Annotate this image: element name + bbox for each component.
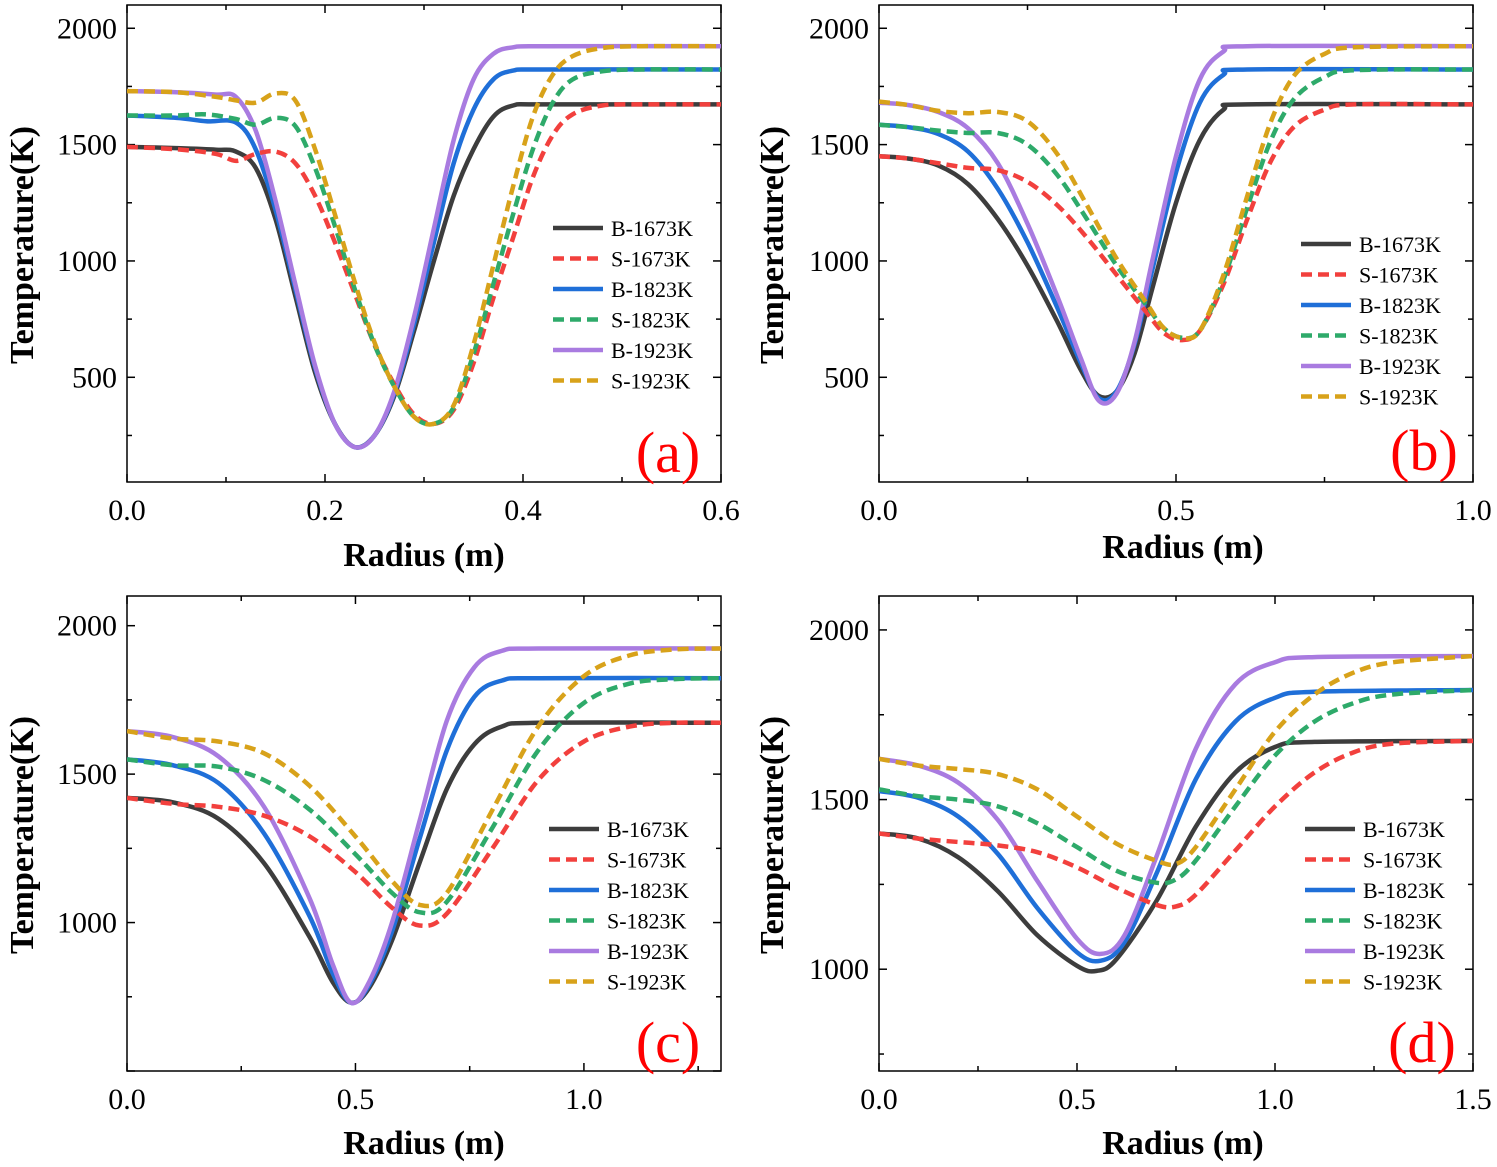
y-axis-title: Temperature(K): [4, 716, 41, 954]
series-line-b-1923k: [127, 646, 721, 1006]
y-tick-label: 2000: [809, 614, 869, 647]
legend: B-1673K S-1673K B-1823K S-1823K B-1923K S-192…: [1305, 817, 1445, 995]
legend-label: B-1673K: [1363, 817, 1445, 842]
x-tick-label: 0.6: [702, 494, 740, 527]
legend-label: B-1923K: [611, 338, 693, 363]
legend-label: B-1823K: [607, 878, 689, 903]
y-tick-label: 1000: [57, 907, 117, 940]
legend-label: S-1823K: [607, 909, 687, 934]
legend-label: S-1923K: [611, 369, 691, 394]
y-tick-label: 1500: [809, 129, 869, 162]
y-axis-title: Temperature(K): [4, 126, 41, 364]
legend-label: S-1923K: [607, 970, 687, 995]
x-tick-label: 1.0: [1454, 494, 1492, 527]
x-tick-label: 0.5: [1157, 494, 1195, 527]
legend-label: B-1673K: [611, 216, 693, 241]
x-axis-title: Radius (m): [343, 1125, 505, 1162]
y-tick-label: 1500: [57, 129, 117, 162]
legend-label: S-1923K: [1359, 385, 1439, 410]
legend-label: S-1673K: [1363, 848, 1443, 873]
x-tick-label: 0.2: [306, 494, 344, 527]
series-line-s-1673k: [879, 738, 1473, 910]
y-tick-label: 500: [824, 361, 869, 394]
x-axis-title: Radius (m): [1102, 529, 1264, 566]
x-tick-label: 1.0: [1256, 1083, 1294, 1116]
x-tick-label: 0.5: [337, 1083, 375, 1116]
legend-label: B-1823K: [611, 277, 693, 302]
y-tick-label: 1000: [57, 245, 117, 278]
y-axis-title: Temperature(K): [754, 716, 791, 954]
series-line-s-1673k: [127, 720, 721, 929]
plot-frame: [126, 4, 722, 483]
series-line-b-1923k: [127, 43, 721, 450]
x-axis-title: Radius (m): [1102, 1125, 1264, 1162]
x-axis-title: Radius (m): [343, 537, 505, 574]
series-line-s-1923k: [127, 43, 721, 427]
legend-label: B-1923K: [607, 939, 689, 964]
legend-label: S-1823K: [1359, 324, 1439, 349]
plot-frame: [126, 595, 722, 1072]
legend-label: B-1823K: [1359, 293, 1441, 318]
series-line-b-1923k: [879, 43, 1473, 406]
x-tick-label: 1.5: [1454, 1083, 1492, 1116]
x-tick-label: 0.0: [108, 1083, 146, 1116]
panel-label: (c): [636, 1010, 700, 1075]
x-tick-label: 0.0: [860, 494, 898, 527]
y-tick-label: 2000: [57, 610, 117, 643]
y-axis-title: Temperature(K): [754, 126, 791, 364]
x-tick-label: 0.5: [1058, 1083, 1096, 1116]
series-line-s-1823k: [879, 687, 1473, 886]
legend-label: S-1923K: [1363, 970, 1443, 995]
y-tick-label: 500: [72, 361, 117, 394]
chart-panel-a: 0.0 0.2 0.4 0.6 500 1000 1500 2000 Radius (m) Tem…: [4, 4, 740, 574]
chart-panel-d: 0.0 0.5 1.0 1.5 1000 1500 2000 Radius (m) Temper…: [754, 595, 1492, 1162]
series-line-s-1923k: [879, 43, 1473, 341]
series-line-b-1673k: [879, 738, 1473, 974]
legend: B-1673K S-1673K B-1823K S-1823K B-1923K S-192…: [553, 216, 693, 394]
x-tick-label: 1.0: [565, 1083, 603, 1116]
panel-label: (a): [636, 420, 700, 485]
legend-label: S-1673K: [607, 848, 687, 873]
y-tick-label: 1000: [809, 953, 869, 986]
y-tick-label: 1500: [57, 758, 117, 791]
legend-label: S-1823K: [1363, 909, 1443, 934]
x-tick-label: 0.4: [504, 494, 542, 527]
legend: B-1673K S-1673K B-1823K S-1823K B-1923K S-192…: [549, 817, 689, 995]
legend-label: B-1823K: [1363, 878, 1445, 903]
legend-label: S-1823K: [611, 308, 691, 333]
series-line-s-1923k: [127, 646, 721, 909]
y-tick-label: 1000: [809, 245, 869, 278]
legend-label: S-1673K: [611, 247, 691, 272]
series-line-s-1823k: [127, 675, 721, 916]
x-tick-label: 0.0: [108, 494, 146, 527]
series-line-s-1673k: [879, 101, 1473, 343]
series-line-s-1923k: [879, 653, 1473, 868]
series-lines: [127, 646, 721, 1006]
panel-label: (b): [1390, 418, 1458, 483]
series-line-b-1923k: [879, 653, 1473, 957]
legend-label: B-1923K: [1359, 354, 1441, 379]
legend-label: B-1923K: [1363, 939, 1445, 964]
x-tick-label: 0.0: [860, 1083, 898, 1116]
legend: B-1673K S-1673K B-1823K S-1823K B-1923K S-192…: [1301, 232, 1441, 410]
series-lines: [127, 43, 721, 450]
chart-panel-c: 0.0 0.5 1.0 1000 1500 2000 Radius (m) Temperatu…: [4, 595, 722, 1162]
chart-panel-b: 0.0 0.5 1.0 500 1000 1500 2000 Radius (m) Temper…: [754, 4, 1492, 566]
y-tick-label: 1500: [809, 784, 869, 817]
y-tick-label: 2000: [809, 12, 869, 45]
series-lines: [879, 43, 1473, 406]
y-tick-label: 2000: [57, 12, 117, 45]
legend-label: B-1673K: [607, 817, 689, 842]
legend-label: B-1673K: [1359, 232, 1441, 257]
series-lines: [879, 653, 1473, 974]
legend-label: S-1673K: [1359, 263, 1439, 288]
series-line-b-1823k: [879, 687, 1473, 964]
panel-label: (d): [1388, 1010, 1456, 1075]
